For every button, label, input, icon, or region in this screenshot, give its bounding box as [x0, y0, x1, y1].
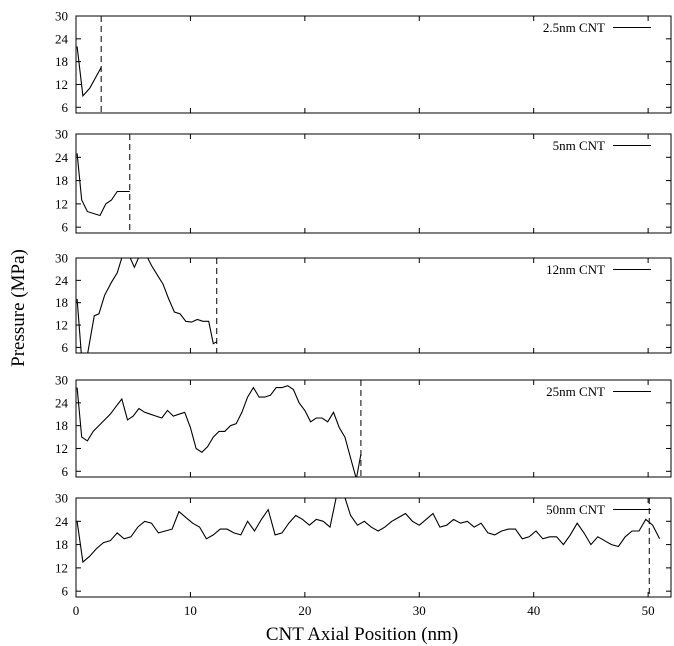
- x-axis-title: CNT Axial Position (nm): [266, 624, 458, 645]
- y-tick-label: 6: [62, 340, 69, 355]
- legend-label: 2.5nm CNT: [543, 20, 605, 35]
- panels: 6 12 18 24 30 2.5nm CNT 6 12 18 24 30 5nm CNT 6 12 18 2…: [55, 9, 672, 618]
- y-tick-label: 30: [55, 373, 68, 388]
- panel-1: 6 12 18 24 30 2.5nm CNT: [55, 9, 672, 115]
- y-tick-label: 6: [62, 464, 69, 479]
- series-line: [76, 498, 661, 564]
- y-tick-label: 18: [55, 537, 68, 552]
- x-tick-label: 50: [642, 603, 655, 618]
- legend: 12nm CNT: [546, 262, 651, 277]
- legend-label: 25nm CNT: [546, 384, 605, 399]
- legend: 2.5nm CNT: [543, 20, 651, 35]
- y-tick-label: 18: [55, 295, 68, 310]
- legend-label: 5nm CNT: [553, 138, 605, 153]
- x-tick-label: 40: [527, 603, 540, 618]
- panel-frame: [75, 497, 672, 598]
- series-line: [76, 46, 102, 98]
- y-tick-label: 30: [55, 251, 68, 266]
- x-tick-label: 10: [184, 603, 197, 618]
- legend: 25nm CNT: [546, 384, 651, 399]
- series-line: [76, 153, 130, 217]
- y-tick-label: 18: [55, 54, 68, 69]
- y-tick-label: 18: [55, 173, 68, 188]
- y-tick-label: 12: [55, 77, 68, 92]
- y-tick-label: 12: [55, 196, 68, 211]
- panel-frame: [75, 379, 672, 478]
- panel-5: 6 12 18 24 30 50nm CNT: [55, 491, 672, 599]
- y-tick-label: 30: [55, 9, 68, 24]
- panel-frame: [75, 133, 672, 234]
- y-tick-label: 24: [55, 150, 69, 165]
- x-tick-label: 30: [413, 603, 426, 618]
- y-tick-label: 30: [55, 491, 68, 506]
- panel-frame: [75, 257, 672, 354]
- x-tick-label: 20: [298, 603, 311, 618]
- y-tick-label: 30: [55, 127, 68, 142]
- y-axis-title: Pressure (MPa): [8, 249, 29, 367]
- legend-label: 12nm CNT: [546, 262, 605, 277]
- y-tick-label: 12: [55, 560, 68, 575]
- panel-frame: [75, 15, 672, 114]
- panel-4: 6 12 18 24 30 25nm CNT: [55, 373, 672, 479]
- panel-2: 6 12 18 24 30 5nm CNT: [55, 127, 672, 235]
- x-tick-label: 0: [73, 603, 80, 618]
- panel-3: 6 12 18 24 30 12nm CNT: [55, 251, 672, 355]
- y-tick-label: 12: [55, 318, 68, 333]
- y-tick-label: 24: [55, 514, 69, 529]
- y-tick-label: 6: [62, 220, 69, 235]
- y-tick-label: 12: [55, 441, 68, 456]
- legend: 50nm CNT: [546, 502, 651, 517]
- y-tick-label: 24: [55, 31, 69, 46]
- y-tick-label: 6: [62, 584, 69, 599]
- y-tick-label: 24: [55, 273, 69, 288]
- legend-label: 50nm CNT: [546, 502, 605, 517]
- series-line: [76, 258, 217, 353]
- y-tick-label: 24: [55, 395, 69, 410]
- legend: 5nm CNT: [553, 138, 651, 153]
- y-tick-label: 18: [55, 418, 68, 433]
- series-line: [76, 385, 362, 477]
- y-tick-label: 6: [62, 100, 69, 115]
